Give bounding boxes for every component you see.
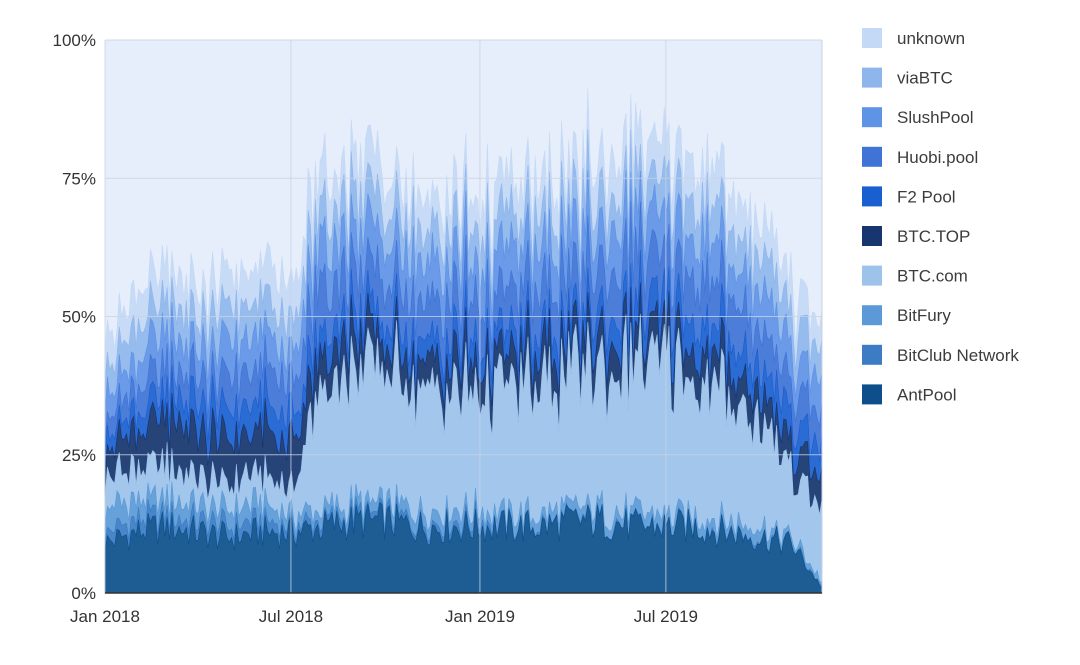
legend-item-btc-com: BTC.com (862, 265, 968, 286)
gridlines (104, 39, 823, 593)
legend-item-btc-top: BTC.TOP (862, 226, 970, 246)
legend-swatch (862, 67, 882, 88)
legend: unknown viaBTC SlushPool Huobi.pool F2 Pool B… (862, 28, 1019, 405)
legend-item-viabtc: viaBTC (862, 67, 953, 88)
legend-swatch (862, 146, 882, 167)
legend-swatch (862, 107, 882, 128)
legend-label: SlushPool (897, 108, 974, 127)
legend-swatch (862, 186, 882, 207)
legend-label: BitFury (897, 306, 951, 325)
x-tick-label: Jul 2019 (634, 607, 698, 626)
legend-swatch (862, 305, 882, 326)
y-tick-label: 100% (53, 31, 96, 50)
y-tick-label: 25% (62, 446, 96, 465)
y-tick-label: 0% (71, 584, 96, 603)
legend-swatch (862, 344, 882, 365)
y-tick-label: 75% (62, 169, 96, 188)
legend-item-bitclub-network: BitClub Network (862, 344, 1019, 365)
axes: 0% 25% 50% 75% 100% Jan 2018 Jul 2018 Jan 2019 J… (53, 31, 822, 626)
legend-swatch (862, 226, 882, 246)
legend-label: viaBTC (897, 69, 953, 88)
legend-label: unknown (897, 29, 965, 48)
legend-item-f2-pool: F2 Pool (862, 186, 956, 207)
x-tick-label: Jan 2019 (445, 607, 515, 626)
legend-label: Huobi.pool (897, 148, 978, 167)
series-areas (104, 88, 823, 594)
y-tick-label: 50% (62, 308, 96, 327)
legend-item-huobi-pool: Huobi.pool (862, 146, 978, 167)
x-tick-label: Jul 2018 (259, 607, 323, 626)
legend-label: BTC.com (897, 267, 968, 286)
legend-item-bitfury: BitFury (862, 305, 951, 326)
legend-label: BTC.TOP (897, 227, 970, 246)
legend-swatch (862, 28, 882, 48)
legend-label: AntPool (897, 385, 957, 404)
legend-swatch (862, 384, 882, 405)
legend-label: F2 Pool (897, 187, 956, 206)
legend-label: BitClub Network (897, 346, 1019, 365)
x-tick-label: Jan 2018 (70, 607, 140, 626)
legend-item-unknown: unknown (862, 28, 965, 48)
legend-item-slushpool: SlushPool (862, 107, 974, 128)
legend-swatch (862, 265, 882, 286)
legend-item-antpool: AntPool (862, 384, 957, 405)
